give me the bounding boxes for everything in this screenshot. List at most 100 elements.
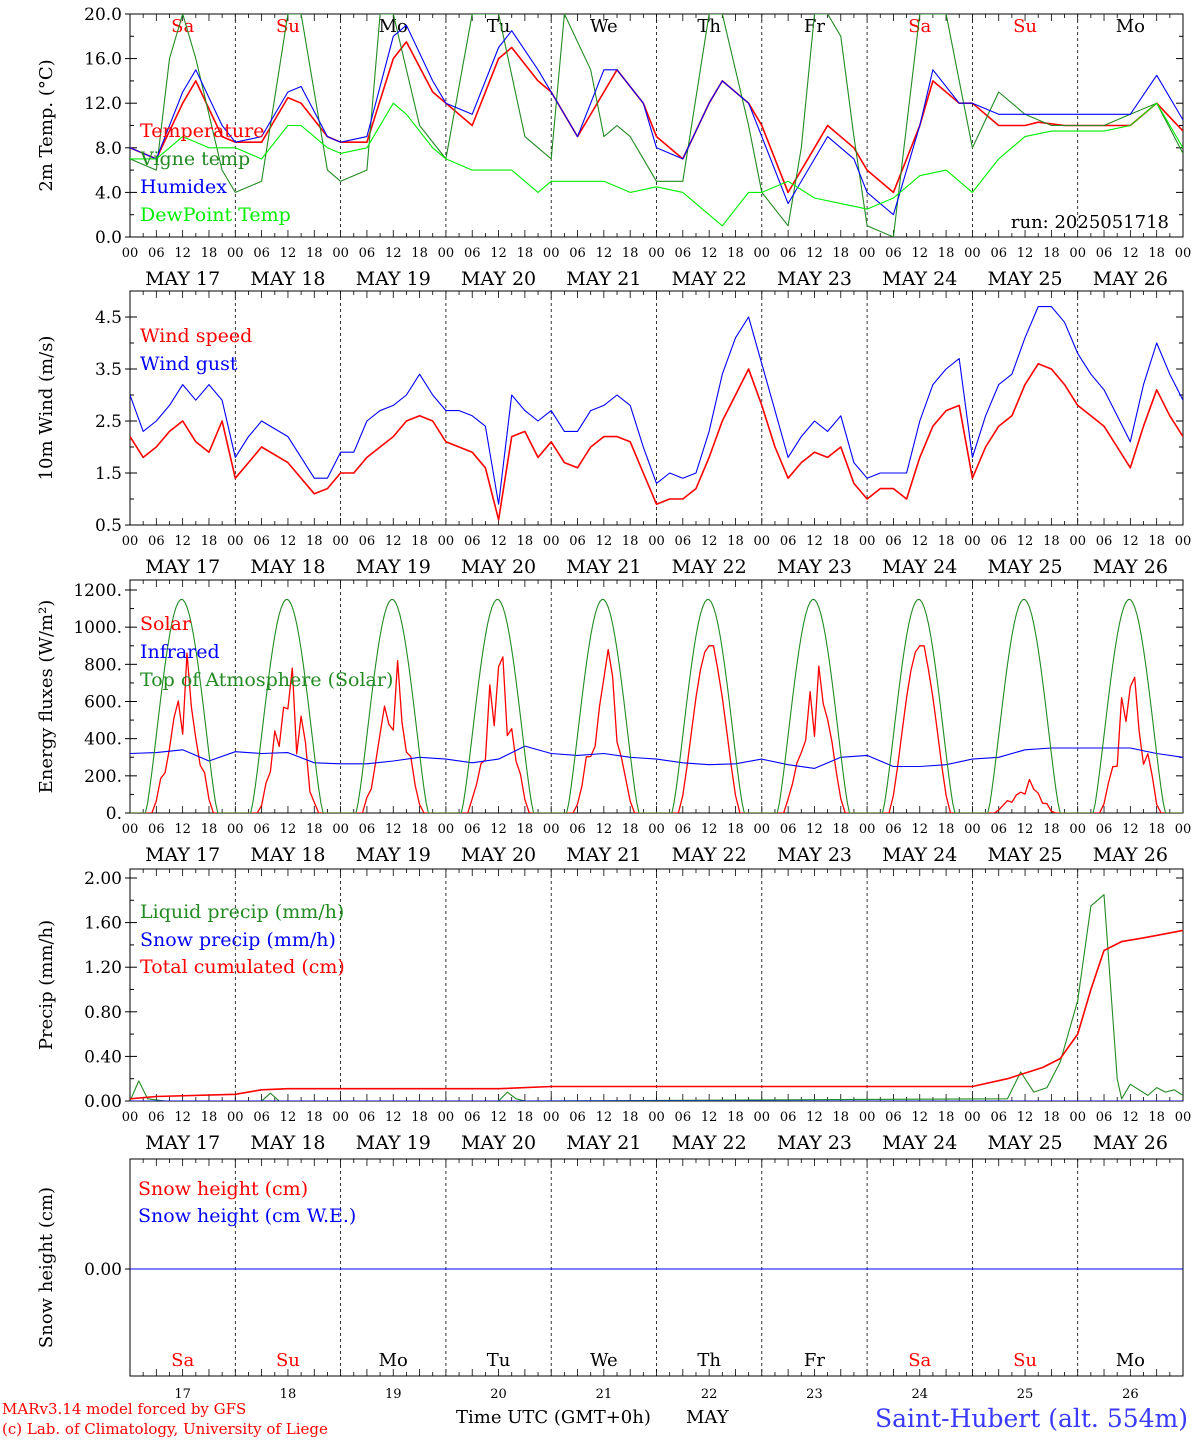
- day-label: MAY 24: [882, 268, 957, 290]
- weekday-label: Sa: [171, 16, 194, 37]
- x-tick-label: 00: [859, 246, 876, 261]
- x-tick-label: 00: [859, 1110, 876, 1125]
- y-tick-label: 4.0: [95, 183, 122, 203]
- x-tick-label: 06: [1096, 822, 1113, 837]
- x-tick-label: 18: [411, 1110, 428, 1125]
- x-tick-label: 06: [990, 246, 1007, 261]
- x-tick-label: 00: [1175, 822, 1192, 837]
- x-tick-label: 00: [438, 1110, 455, 1125]
- panel-4: 0.00 0.40 0.80 1.20 1.60 2.00 Precip (mm/h) 00 0…: [36, 868, 1191, 1154]
- x-tick-label: 18: [1148, 246, 1165, 261]
- day-label: MAY 17: [145, 1132, 220, 1154]
- y-tick-label: 1.60: [84, 914, 122, 934]
- day-label: MAY 18: [250, 556, 325, 578]
- day-label: MAY 24: [882, 556, 957, 578]
- x-tick-label: 18: [727, 822, 744, 837]
- x-tick-label: 12: [701, 822, 718, 837]
- x-tick-label: 06: [990, 822, 1007, 837]
- legend-entry: Wind speed: [140, 325, 252, 347]
- series-wind-gust: [130, 306, 1183, 505]
- x-tick-label: 06: [675, 534, 692, 549]
- x-tick-label: 06: [675, 246, 692, 261]
- weekday-label: Th: [697, 1350, 721, 1371]
- weekday-label: Mo: [1116, 1350, 1145, 1371]
- x-tick-label: 12: [596, 534, 613, 549]
- weekday-label: Sa: [908, 1350, 931, 1371]
- x-tick-label: 06: [990, 534, 1007, 549]
- x-tick-label: 12: [806, 822, 823, 837]
- y-tick-label: 400.: [84, 730, 122, 750]
- run-annotation: run: 2025051718: [1011, 212, 1169, 233]
- x-tick-label: 00: [1069, 246, 1086, 261]
- series-top-of-atmosphere-solar: [130, 599, 1183, 813]
- x-tick-label: 06: [148, 822, 165, 837]
- x-tick-label: 18: [306, 246, 323, 261]
- x-tick-label: 18: [938, 246, 955, 261]
- x-tick-label: 06: [675, 822, 692, 837]
- x-tick-label: 06: [780, 246, 797, 261]
- y-axis-label: Precip (mm/h): [36, 920, 57, 1050]
- x-tick-label: 06: [885, 1110, 902, 1125]
- x-tick-label: 06: [1096, 534, 1113, 549]
- day-number-label: 23: [806, 1387, 823, 1402]
- y-tick-label: 1000.: [73, 618, 122, 638]
- day-label: MAY 22: [672, 556, 747, 578]
- x-tick-label: 18: [938, 1110, 955, 1125]
- x-tick-label: 12: [1122, 1110, 1139, 1125]
- x-tick-label: 00: [227, 822, 244, 837]
- x-tick-label: 12: [911, 1110, 928, 1125]
- x-tick-label: 18: [727, 246, 744, 261]
- x-tick-label: 00: [332, 1110, 349, 1125]
- x-tick-label: 18: [517, 534, 534, 549]
- day-label: MAY 21: [566, 1132, 641, 1154]
- x-tick-label: 06: [464, 1110, 481, 1125]
- weekday-label: We: [590, 1350, 618, 1371]
- panel-3: 0. 200. 400. 600. 800. 1000. 1200. Energy fluxe…: [36, 579, 1192, 866]
- x-tick-label: 18: [1043, 246, 1060, 261]
- x-tick-label: 00: [648, 1110, 665, 1125]
- series-dewpoint-temp: [130, 102, 1183, 227]
- x-tick-label: 12: [280, 1110, 297, 1125]
- x-tick-label: 06: [1096, 1110, 1113, 1125]
- day-label: MAY 17: [145, 844, 220, 866]
- x-tick-label: 12: [806, 534, 823, 549]
- y-tick-label: 0.00: [84, 1092, 122, 1112]
- x-tick-label: 00: [122, 822, 139, 837]
- weekday-label: We: [590, 16, 618, 37]
- x-tick-label: 18: [517, 822, 534, 837]
- x-tick-label: 00: [227, 246, 244, 261]
- day-label: MAY 25: [987, 556, 1062, 578]
- x-tick-label: 12: [806, 246, 823, 261]
- day-label: MAY 18: [250, 844, 325, 866]
- x-tick-label: 18: [938, 822, 955, 837]
- x-tick-label: 12: [174, 534, 191, 549]
- day-number-label: 26: [1122, 1387, 1139, 1402]
- series-wind-speed: [130, 362, 1183, 521]
- x-tick-label: 12: [1122, 246, 1139, 261]
- series-group: [130, 894, 1183, 1101]
- series-infrared: [130, 745, 1183, 769]
- x-tick-label: 12: [385, 534, 402, 549]
- legend-entry: Humidex: [140, 176, 227, 198]
- x-tick-label: 18: [727, 534, 744, 549]
- series-group: [130, 14, 1183, 237]
- x-tick-label: 12: [174, 822, 191, 837]
- day-label: MAY 20: [461, 556, 536, 578]
- series-group: [130, 306, 1183, 521]
- x-tick-label: 00: [964, 1110, 981, 1125]
- x-tick-label: 00: [648, 246, 665, 261]
- x-tick-label: 06: [885, 822, 902, 837]
- legend-entry: Total cumulated (cm): [140, 956, 345, 978]
- x-tick-label: 06: [253, 246, 270, 261]
- legend-entry: Temperature: [140, 120, 264, 142]
- day-label: MAY 21: [566, 268, 641, 290]
- y-tick-label: 200.: [84, 767, 122, 787]
- series-solar: [130, 645, 1183, 813]
- x-tick-label: 00: [122, 534, 139, 549]
- x-tick-label: 00: [438, 534, 455, 549]
- x-tick-label: 18: [833, 1110, 850, 1125]
- y-tick-label: 1.20: [84, 958, 122, 978]
- x-tick-label: 18: [306, 822, 323, 837]
- x-tick-label: 12: [596, 1110, 613, 1125]
